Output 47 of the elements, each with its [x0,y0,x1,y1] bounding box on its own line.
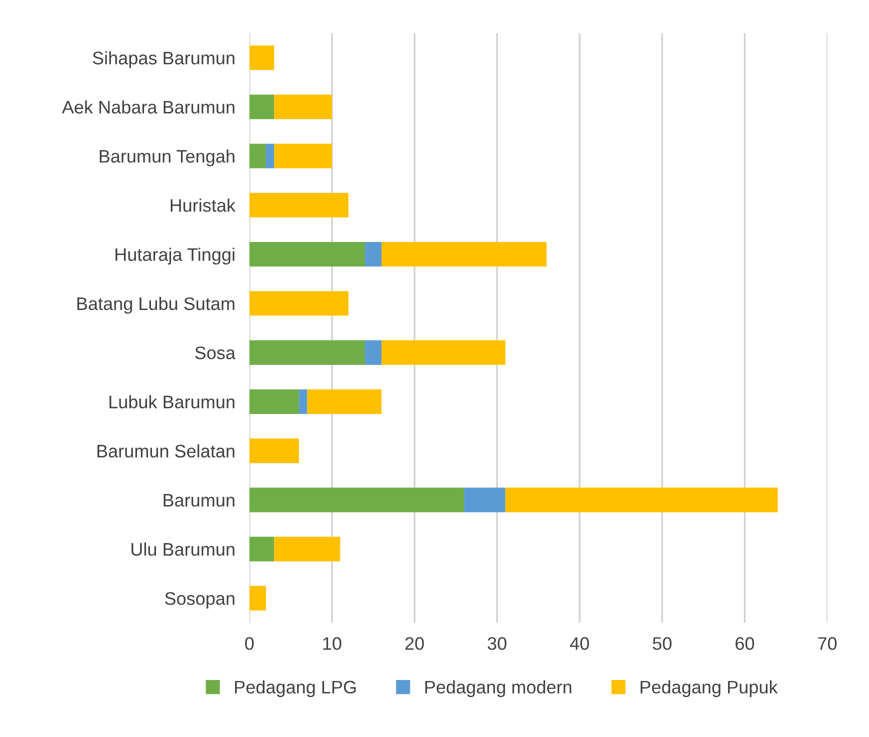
bar [249,438,299,464]
x-tick-label: 20 [405,637,424,650]
y-tick-label: Lubuk Barumun [110,395,234,408]
y-tick-label: Sosa [195,346,236,360]
bar [381,340,506,365]
x-tick-label: 70 [818,637,837,650]
bar [249,291,348,316]
y-tick-label: Huristak [170,198,236,212]
bar [505,488,778,512]
bar [249,536,274,562]
bar [249,144,266,168]
bar [266,144,274,168]
legend-label: Pedagang Pupuk [640,680,778,698]
x-tick-label: 50 [652,637,672,650]
y-tick-label: Hutaraja Tinggi [116,248,234,265]
bar [464,488,506,512]
bar [249,340,365,365]
y-tick-label: Sosopan [165,592,234,608]
legend-label: Pedagang LPG [235,680,356,698]
y-tick-label: Batang Lubu Sutam [77,296,234,314]
bar [249,586,266,610]
y-tick-label: Ulu Barumun [132,542,234,556]
y-tick-label: Sihapas Barumun [92,51,234,68]
bar [364,340,382,365]
bar [381,242,547,267]
bar [298,389,308,414]
legend-label: Pedagang modern [425,680,572,698]
bar [307,389,382,414]
bar [249,389,299,414]
bar [249,192,348,218]
bar [274,144,332,168]
y-tick-label: Barumun [164,494,234,507]
x-tick-label: 0 [245,637,254,650]
bar [249,94,274,120]
x-tick-label: 10 [323,637,342,650]
bar [274,94,332,120]
bar [364,242,382,267]
bar [249,488,464,512]
bar [249,242,365,267]
y-tick-label: Aek Nabara Barumun [62,100,234,114]
x-tick-label: 30 [488,637,506,650]
bar [274,536,340,562]
x-tick-label: 60 [736,637,754,650]
y-tick-label: Barumun Selatan [97,444,234,458]
y-tick-label: Barumun Tengah [100,149,234,166]
bar [249,45,274,70]
x-tick-label: 40 [570,637,589,650]
